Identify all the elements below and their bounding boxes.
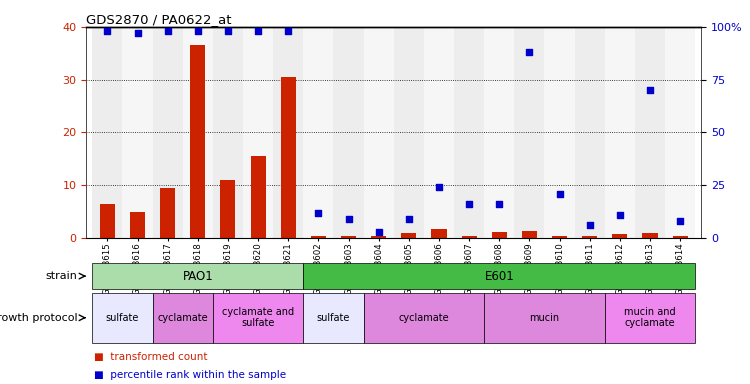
Text: E601: E601 [484,270,514,283]
Bar [341,236,356,238]
Text: mucin: mucin [530,313,560,323]
Bar [92,263,303,290]
Text: ■  transformed count: ■ transformed count [94,352,207,362]
Text: growth protocol: growth protocol [0,313,77,323]
Point [524,49,536,55]
Bar [492,232,507,238]
Bar [213,293,303,343]
Bar [574,27,604,238]
Point [313,210,325,216]
Point [343,216,355,222]
Bar [544,27,574,238]
Bar [635,27,665,238]
Bar [243,27,273,238]
Bar [461,236,477,238]
Point [222,28,234,34]
Bar [582,236,597,238]
Point [403,216,415,222]
Bar [401,233,416,238]
Bar [522,231,537,238]
Point [373,228,385,235]
Bar [122,27,152,238]
Point [644,87,656,93]
Text: ■  percentile rank within the sample: ■ percentile rank within the sample [94,370,286,380]
Point [584,222,596,228]
Point [674,218,686,224]
Bar [334,27,364,238]
Bar [310,236,326,238]
Bar [364,27,394,238]
Text: PAO1: PAO1 [182,270,213,283]
Bar [190,45,206,238]
Bar [160,188,176,238]
Bar [273,27,303,238]
Point [494,201,506,207]
Point [554,190,566,197]
Bar [604,27,635,238]
Bar [431,228,446,238]
Bar [220,180,236,238]
Point [614,212,626,218]
Bar [303,293,364,343]
Text: cyclamate: cyclamate [398,313,449,323]
Bar [100,204,115,238]
Bar [454,27,484,238]
Bar [130,212,145,238]
Text: cyclamate and
sulfate: cyclamate and sulfate [222,307,294,328]
Bar [213,27,243,238]
Text: GDS2870 / PA0622_at: GDS2870 / PA0622_at [86,13,232,26]
Text: sulfate: sulfate [106,313,139,323]
Bar [394,27,424,238]
Bar [152,293,213,343]
Bar [364,293,484,343]
Point [162,28,174,34]
Bar [303,263,695,290]
Bar [251,156,266,238]
Text: cyclamate: cyclamate [158,313,208,323]
Bar [665,27,695,238]
Text: strain: strain [45,271,77,281]
Bar [183,27,213,238]
Bar [371,236,386,238]
Bar [303,27,334,238]
Bar [484,27,514,238]
Point [101,28,113,34]
Bar [612,234,628,238]
Point [433,184,445,190]
Bar [92,27,122,238]
Bar [92,293,152,343]
Point [252,28,264,34]
Bar [643,233,658,238]
Bar [280,77,296,238]
Bar [552,236,567,238]
Point [192,28,204,34]
Bar [152,27,183,238]
Bar [604,293,695,343]
Bar [484,293,604,343]
Text: sulfate: sulfate [316,313,350,323]
Bar [673,236,688,238]
Point [463,201,475,207]
Point [131,30,143,36]
Bar [424,27,454,238]
Bar [514,27,544,238]
Point [282,28,294,34]
Text: mucin and
cyclamate: mucin and cyclamate [624,307,676,328]
